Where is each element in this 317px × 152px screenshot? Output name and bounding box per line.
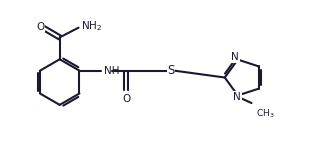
Text: N: N bbox=[233, 92, 241, 102]
Text: NH: NH bbox=[104, 66, 119, 76]
Text: CH$_3$: CH$_3$ bbox=[256, 108, 275, 120]
Text: N: N bbox=[231, 52, 239, 62]
Text: O: O bbox=[122, 94, 130, 104]
Text: O: O bbox=[36, 22, 45, 32]
Text: NH$_2$: NH$_2$ bbox=[81, 20, 102, 33]
Text: S: S bbox=[167, 64, 175, 77]
